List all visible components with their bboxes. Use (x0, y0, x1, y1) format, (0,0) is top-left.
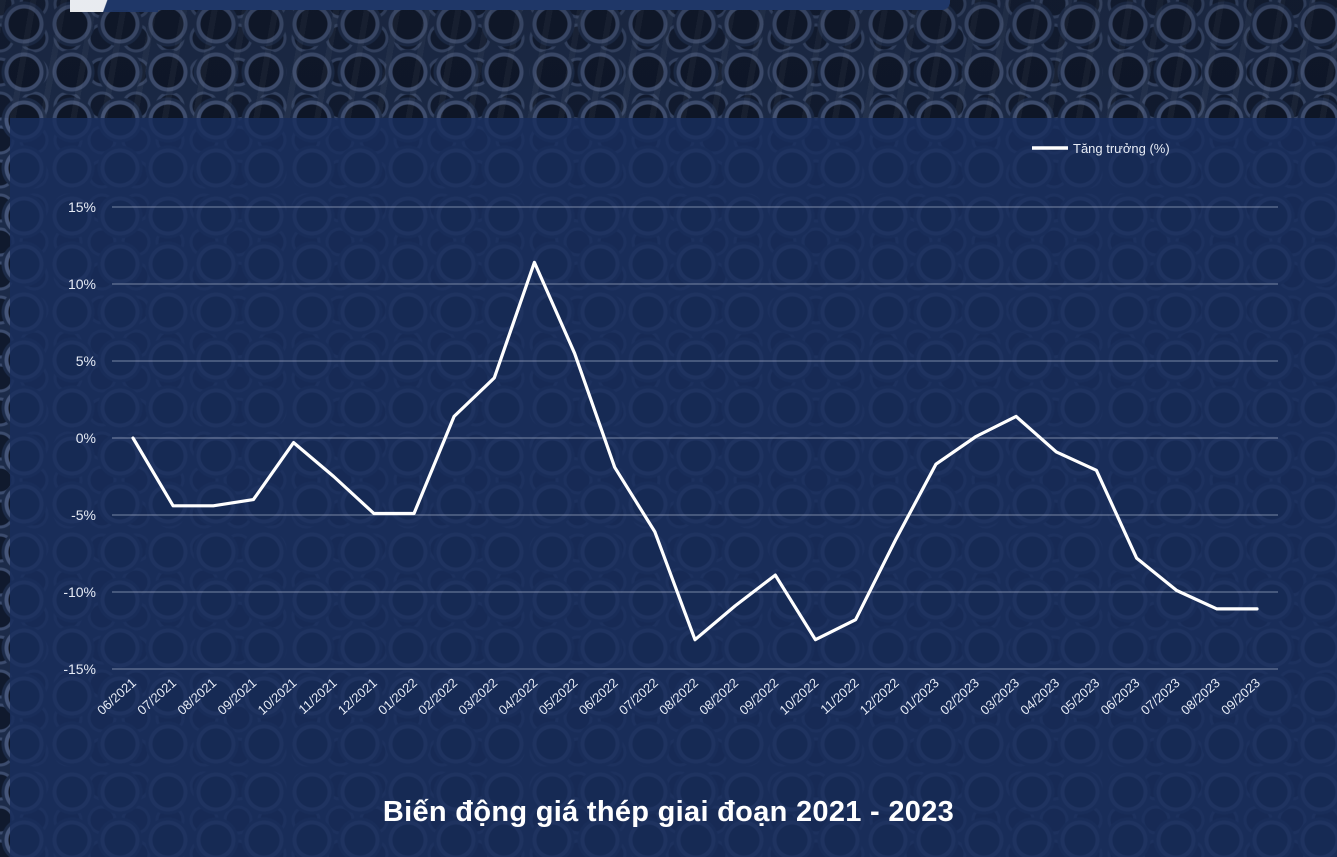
legend-label: Tăng trưởng (%) (1073, 141, 1170, 156)
y-tick-label: 0% (76, 430, 96, 446)
x-tick-label: 09/2023 (1218, 675, 1263, 718)
x-tick-label: 08/2022 (696, 675, 741, 718)
x-tick-label: 11/2022 (817, 675, 861, 717)
banner-accent (70, 0, 158, 12)
x-tick-label: 02/2022 (415, 675, 460, 718)
x-tick-label: 07/2021 (134, 675, 179, 718)
x-tick-label: 12/2022 (857, 675, 902, 718)
chart-legend: Tăng trưởng (%) (1032, 141, 1170, 156)
x-tick-label: 03/2023 (977, 675, 1022, 718)
x-tick-label: 08/2021 (174, 675, 219, 718)
x-tick-label: 07/2022 (616, 675, 661, 718)
y-tick-label: 15% (68, 199, 96, 215)
x-tick-label: 06/2023 (1098, 675, 1143, 718)
x-tick-label: 08/2023 (1178, 675, 1223, 718)
y-axis-ticks: 15% 10% 5% 0% -5% -10% -15% (63, 199, 96, 677)
top-banner-bar (70, 0, 950, 12)
x-tick-label: 03/2022 (455, 675, 500, 718)
x-tick-label: 01/2022 (375, 675, 420, 718)
x-axis-ticks: 06/202107/202108/202109/202110/202111/20… (94, 675, 1263, 718)
x-tick-label: 01/2023 (897, 675, 942, 718)
x-tick-label: 09/2022 (736, 675, 781, 718)
x-tick-label: 08/2022 (656, 675, 701, 718)
x-tick-label: 06/2022 (576, 675, 621, 718)
y-tick-label: -10% (63, 584, 96, 600)
y-tick-label: -15% (63, 661, 96, 677)
chart-caption: Biến động giá thép giai đoạn 2021 - 2023 (382, 796, 955, 828)
x-tick-label: 12/2021 (335, 675, 380, 718)
y-tick-label: 5% (76, 353, 96, 369)
y-tick-label: 10% (68, 276, 96, 292)
series-line-growth (131, 260, 1259, 642)
chart-panel (10, 118, 1337, 857)
x-tick-label: 04/2022 (495, 675, 540, 718)
y-tick-label: -5% (71, 507, 96, 523)
x-tick-label: 06/2021 (94, 675, 139, 718)
header-photo-strip (0, 0, 1337, 118)
chart-gridlines (112, 206, 1278, 670)
x-tick-label: 02/2023 (937, 675, 982, 718)
x-tick-label: 04/2023 (1017, 675, 1062, 718)
x-tick-label: 10/2021 (255, 675, 300, 718)
x-tick-label: 07/2023 (1138, 675, 1183, 718)
x-tick-label: 11/2021 (295, 675, 339, 717)
x-tick-label: 05/2023 (1057, 675, 1102, 718)
x-tick-label: 09/2021 (214, 675, 259, 718)
x-tick-label: 10/2022 (776, 675, 821, 718)
x-tick-label: 05/2022 (536, 675, 581, 718)
